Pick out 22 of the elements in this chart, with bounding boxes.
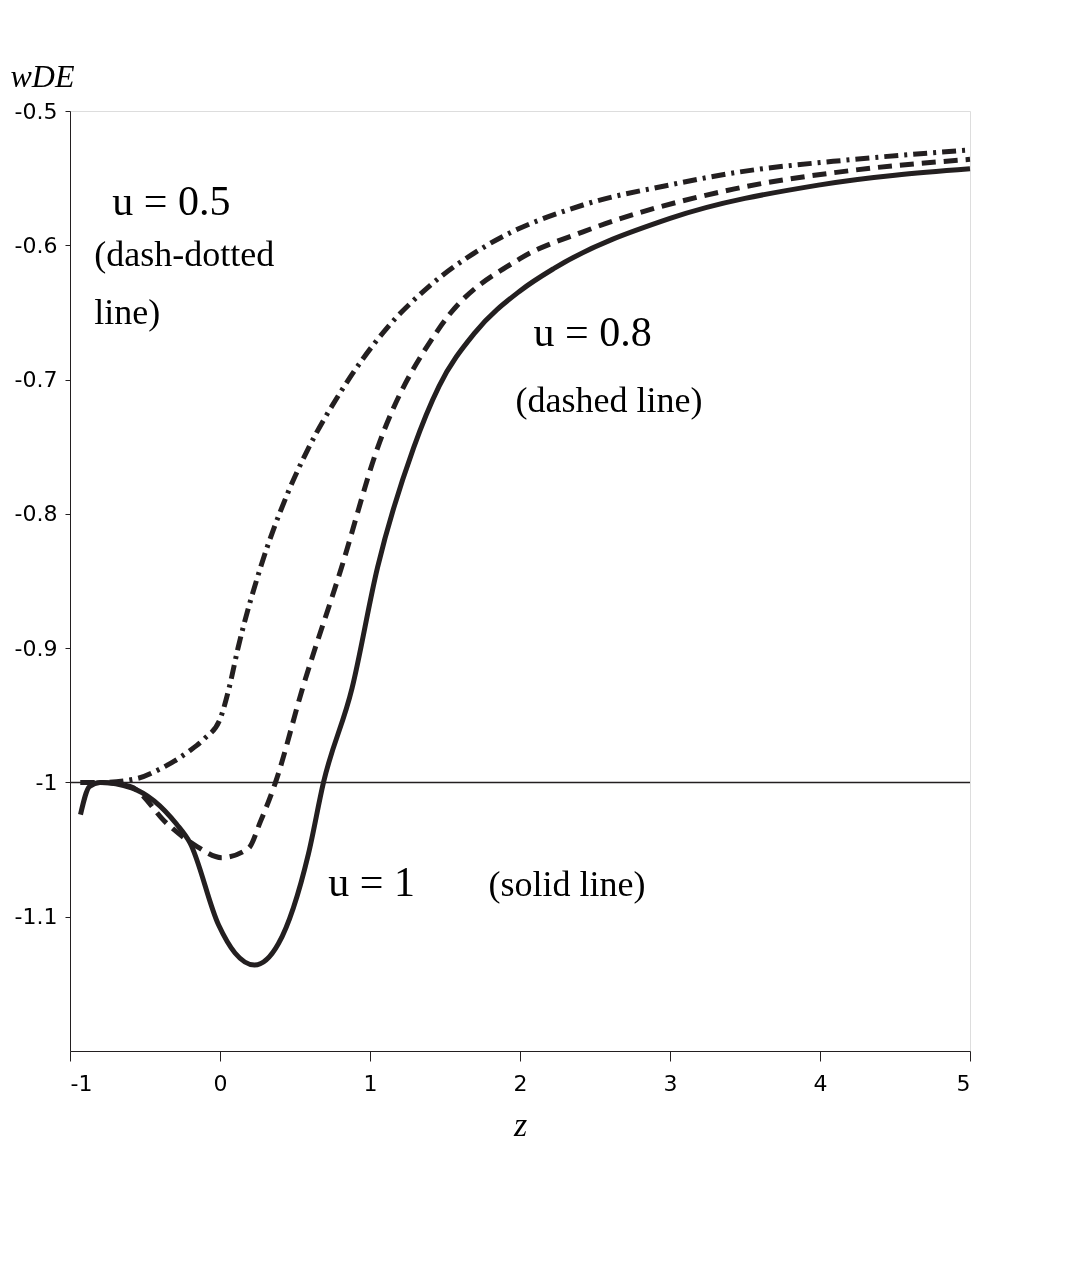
y-axis-title: wDE (10, 57, 75, 94)
annotation: u = 0.8 (533, 309, 652, 356)
x-tick-label: 4 (813, 1070, 828, 1096)
y-tick-label: -1.1 (14, 904, 58, 930)
x-axis-title: z (512, 1105, 528, 1143)
y-tick-label: -0.5 (14, 98, 58, 124)
annotation: u = 0.5 (112, 177, 231, 224)
annotation: (solid line) (488, 863, 646, 904)
x-tick-label: 1 (363, 1070, 378, 1096)
annotation: u = 1 (328, 859, 415, 905)
x-tick-label: 0 (213, 1070, 228, 1096)
y-tick-label: -0.8 (14, 501, 58, 527)
y-tick-label: -1 (35, 769, 58, 795)
annotation: (dash-dotted line) (94, 233, 275, 332)
y-tick-label: -0.7 (14, 367, 58, 393)
y-tick-label: -0.9 (14, 635, 58, 661)
y-tick-label: -0.6 (14, 232, 58, 258)
annotation: (dashed line) (515, 379, 703, 420)
x-tick-label: 2 (513, 1070, 528, 1096)
x-tick-label: -1 (70, 1070, 93, 1096)
x-tick-label: 5 (956, 1070, 971, 1096)
x-tick-label: 3 (663, 1070, 678, 1096)
